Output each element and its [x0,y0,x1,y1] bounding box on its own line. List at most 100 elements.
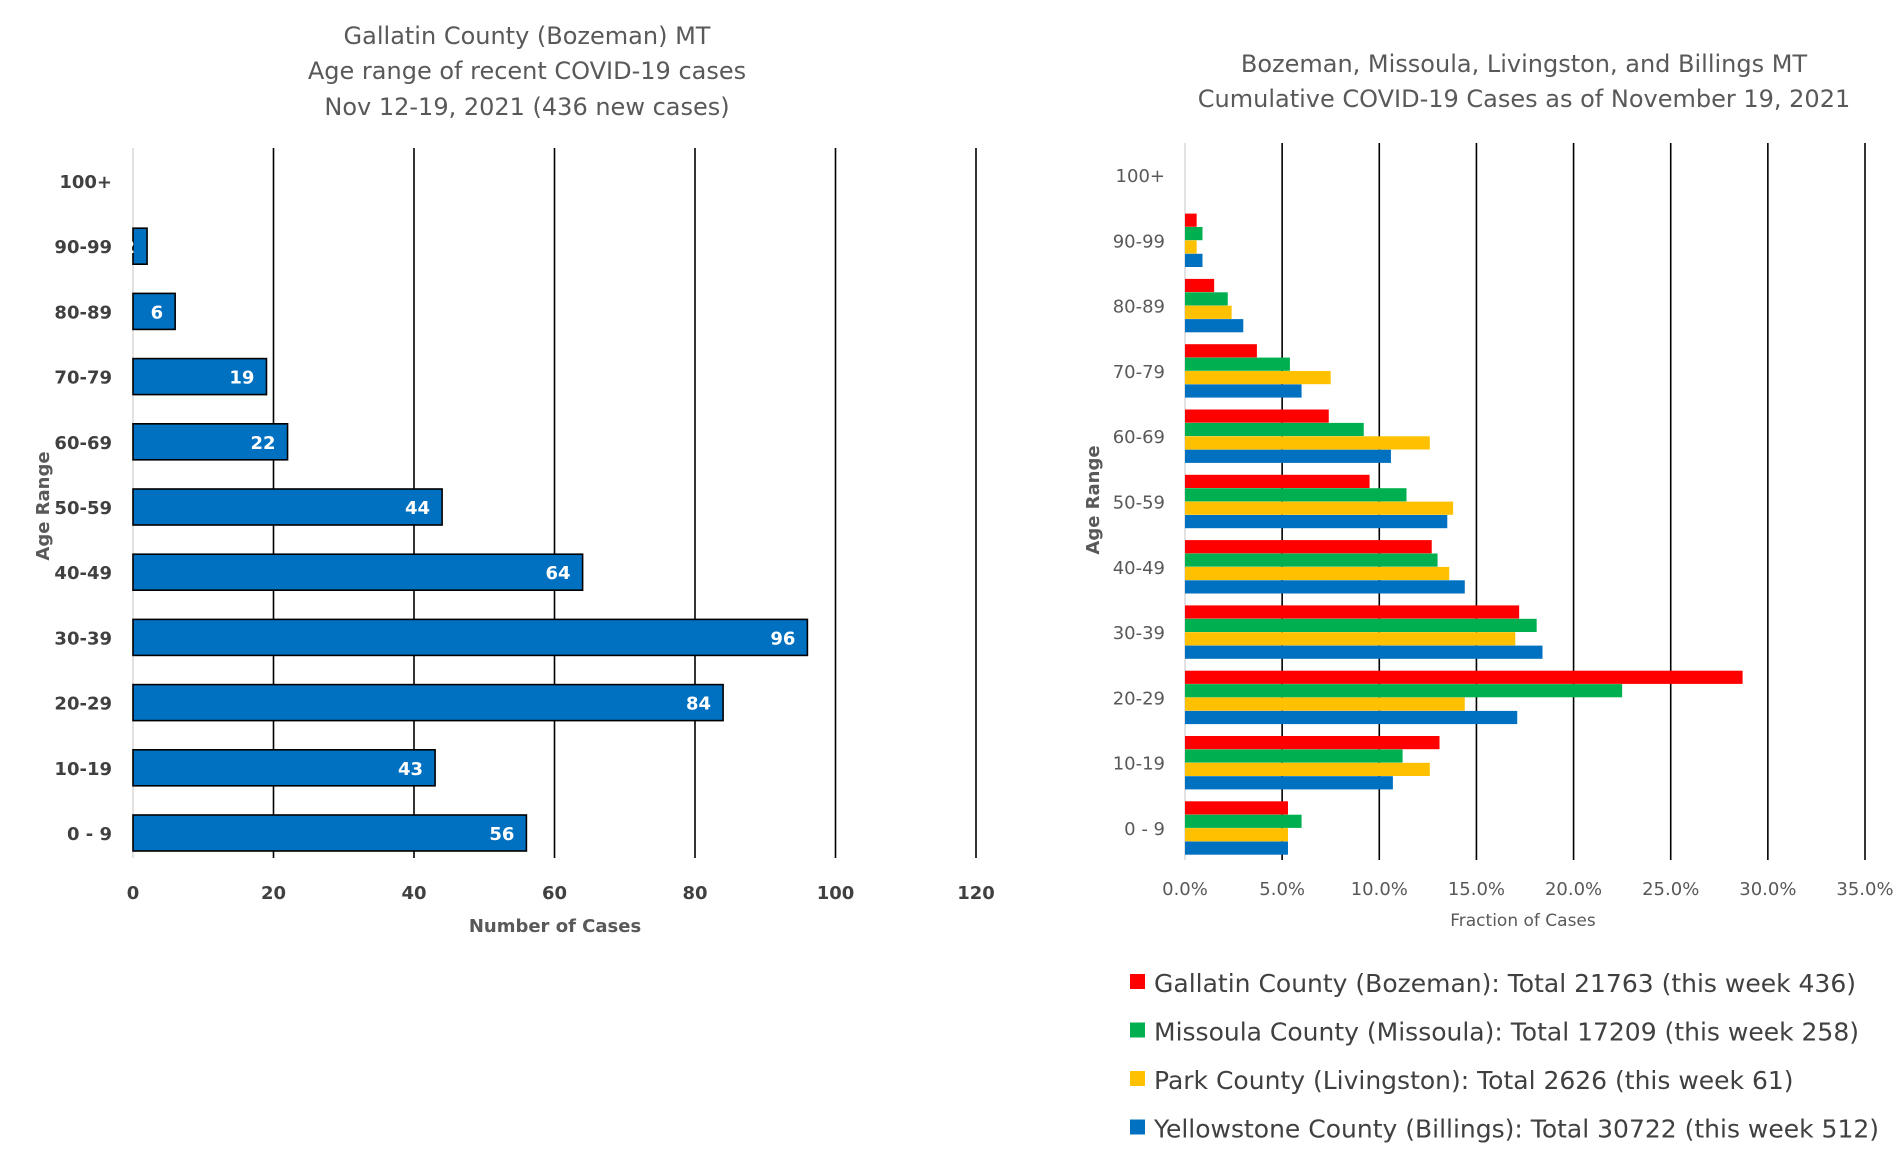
chart2-legend-swatch [1130,1071,1145,1086]
chart2-bar [1185,305,1232,319]
chart1-x-tick-label: 80 [682,883,707,904]
chart2-legend-swatch [1130,974,1145,989]
chart1-data-label: 56 [489,824,514,845]
chart1-x-tick-label: 120 [957,883,995,904]
chart1-category-label: 100+ [59,172,112,193]
chart2-bar [1185,762,1430,776]
chart-cumulative-cases-by-county: Bozeman, Missoula, Livingston, and Billi… [1083,50,1894,1144]
chart2-bar [1185,828,1288,842]
chart1-x-tick-label: 0 [127,883,140,904]
chart2-bar [1185,409,1329,423]
chart2-legend-swatch [1130,1119,1145,1135]
chart1-x-tick-label: 20 [261,883,286,904]
chart2-category-label: 0 - 9 [1124,819,1165,840]
chart1-bar [132,292,176,331]
chart1-gridlines [132,148,977,858]
chart1-data-label: 19 [229,368,254,389]
chart1-data-label: 44 [405,498,430,519]
chart1-bars [132,227,809,852]
chart2-bar [1185,371,1331,385]
chart2-x-tick-label: 5.0% [1259,879,1305,900]
chart2-category-label: 10-19 [1113,754,1165,775]
chart1-category-label: 40-49 [54,563,112,584]
chart1-bar [132,748,436,787]
chart-age-range-recent-cases: Gallatin County (Bozeman) MT Age range o… [33,22,995,937]
chart1-x-tick-labels: 0 20 40 60 80 100 120 [127,883,995,904]
chart2-legend: Gallatin County (Bozeman): Total 21763 (… [1130,969,1879,1144]
chart2-x-axis-title: Fraction of Cases [1450,911,1596,931]
chart1-data-label: 43 [398,759,423,780]
chart2-x-tick-label: 20.0% [1545,879,1602,900]
chart1-data-label: 64 [546,563,571,584]
chart2-bar [1185,436,1430,450]
chart1-bar [132,227,148,265]
chart1-data-label: 84 [686,694,711,715]
chart2-category-label: 100+ [1116,166,1165,187]
chart1-x-tick-label: 40 [401,883,426,904]
chart2-bar [1185,292,1228,306]
chart1-category-label: 0 - 9 [67,824,112,845]
chart2-title-line-2: Cumulative COVID-19 Cases as of November… [1198,85,1850,113]
chart2-bar [1185,422,1364,437]
chart2-bar [1185,566,1450,581]
chart2-bar [1185,553,1438,567]
chart1-category-label: 80-89 [54,302,112,323]
chart1-bar [132,553,584,592]
chart2-title-line-1: Bozeman, Missoula, Livingston, and Billi… [1241,50,1808,78]
chart2-bar [1185,540,1432,554]
chart2-bar [1185,227,1203,241]
chart2-legend-label: Missoula County (Missoula): Total 17209 … [1154,1018,1859,1047]
chart2-bars [1185,213,1743,855]
chart2-bar [1185,776,1393,790]
chart2-bar [1185,736,1440,750]
chart2-bar [1185,384,1302,398]
chart2-x-tick-label: 15.0% [1448,879,1505,900]
chart1-bar [132,618,809,657]
chart1-category-label: 10-19 [54,759,112,780]
chart2-bar [1185,213,1197,227]
chart1-title-line-1: Gallatin County (Bozeman) MT [344,22,711,50]
chart2-category-label: 30-39 [1113,623,1165,644]
chart1-data-label: 6 [151,302,164,323]
chart1-bar [132,814,528,852]
chart1-category-label: 60-69 [54,433,112,454]
chart2-bar [1185,684,1623,698]
chart1-bar [132,488,443,526]
chart1-category-label: 70-79 [54,368,112,389]
chart2-bar [1185,710,1518,725]
chart2-y-axis-title: Age Range [1083,445,1104,554]
chart2-bar [1185,670,1743,684]
chart1-category-label: 90-99 [54,237,112,258]
chart2-x-tick-label: 25.0% [1642,879,1699,900]
chart1-x-tick-label: 100 [817,883,855,904]
chart2-x-tick-labels: 0.0% 5.0% 10.0% 15.0% 20.0% 25.0% 30.0% 35.0% [1162,879,1893,900]
chart1-category-labels: 0 - 9 10-19 20-29 30-39 40-49 50-59 60-69 70-79… [54,172,112,845]
chart1-x-axis-title: Number of Cases [469,916,641,937]
chart2-legend-label: Park County (Livingston): Total 2626 (th… [1154,1066,1794,1095]
chart1-category-label: 50-59 [54,498,112,519]
chart1-bar [132,422,289,461]
chart2-bar [1185,278,1215,293]
chart2-category-label: 70-79 [1113,362,1165,383]
chart2-bar [1185,801,1288,815]
chart1-data-label: 96 [770,628,795,649]
chart1-title-line-3: Nov 12-19, 2021 (436 new cases) [324,93,729,121]
chart2-bar [1185,841,1288,855]
chart2-bar [1185,240,1197,254]
chart2-category-label: 90-99 [1113,231,1165,252]
chart2-bar [1185,749,1403,763]
chart2-x-tick-label: 0.0% [1162,879,1208,900]
chart2-legend-swatch [1130,1022,1145,1038]
chart2-bar [1185,605,1520,619]
chart1-bar [132,683,724,722]
chart2-bar [1185,488,1407,502]
chart1-title-line-2: Age range of recent COVID-19 cases [308,57,746,85]
chart2-bar [1185,357,1290,371]
chart2-bar [1185,645,1543,659]
chart2-legend-label: Yellowstone County (Billings): Total 307… [1153,1115,1879,1144]
chart2-bar [1185,474,1370,488]
chart2-bar [1185,618,1537,632]
chart1-data-labels: 56 43 84 96 64 44 22 19 6 2 [123,237,796,845]
chart2-x-tick-label: 35.0% [1836,879,1893,900]
